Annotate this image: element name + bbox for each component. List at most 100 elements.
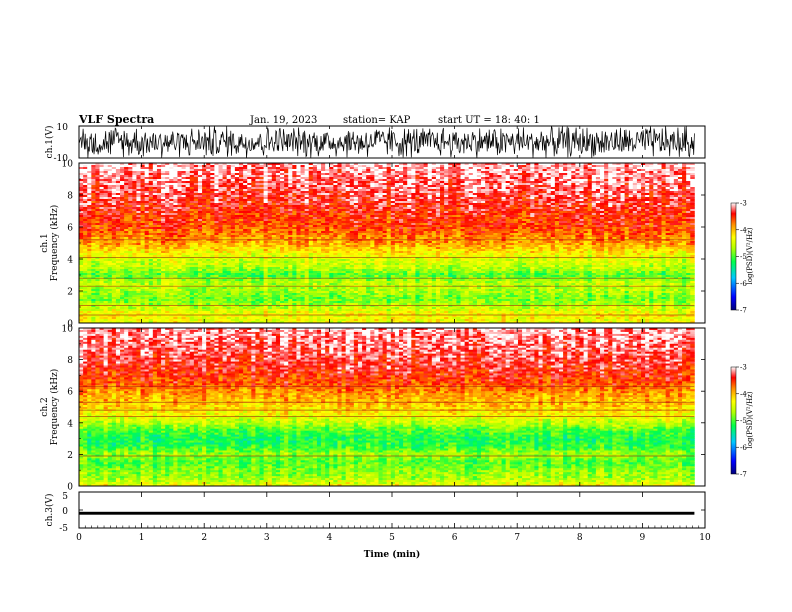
spectrogram-cell [267, 187, 273, 190]
spectrogram-cell [571, 179, 576, 182]
spectrogram-cell [669, 187, 675, 190]
spectrogram-cell [222, 175, 228, 178]
spectrogram-cell [189, 189, 195, 192]
spectrogram-cell [156, 199, 162, 202]
spectrogram-cell [124, 183, 129, 186]
spectrogram-cell [534, 163, 539, 166]
spectrogram-cell [206, 175, 211, 178]
spectrogram-cell [427, 175, 433, 178]
spectrogram-cell [251, 171, 256, 174]
spectrogram-cell [415, 167, 420, 170]
spectrogram-cell [493, 191, 498, 194]
spectrogram-cell [435, 189, 441, 192]
spectrogram-cell [115, 181, 121, 184]
spectrogram-cell [247, 181, 252, 184]
spectrogram-cell [398, 169, 404, 172]
spectrogram-cell [91, 199, 96, 202]
spectrogram-cell [243, 183, 248, 186]
spectrogram-cell [382, 175, 388, 178]
spectrogram-cell [284, 197, 289, 200]
spectrogram-cell [95, 173, 100, 176]
spectrogram-cell [595, 163, 601, 166]
spectrogram-cell [222, 183, 228, 186]
spectrogram-cell [337, 187, 342, 190]
spectrogram-cell [337, 181, 342, 184]
spectrogram-cell [448, 185, 453, 188]
spectrogram-cell [325, 169, 330, 172]
spectrogram-cell [677, 169, 683, 172]
spectrogram-cell [460, 173, 466, 176]
spectrogram-cell [267, 181, 273, 184]
spectrogram-cell [275, 189, 281, 192]
spectrogram-cell [452, 169, 457, 172]
spectrogram-cell [542, 173, 548, 176]
spectrogram-cell [308, 193, 314, 196]
spectrogram-cell [403, 185, 408, 188]
spectrogram-cell [202, 173, 207, 176]
spectrogram-cell [218, 187, 223, 190]
spectrogram-cell [382, 189, 388, 192]
spectrogram-cell [156, 191, 162, 194]
spectrogram-cell [481, 169, 486, 172]
spectrogram-cell [267, 189, 273, 192]
spectrogram-cell [567, 179, 572, 182]
spectrogram-cell [156, 197, 162, 200]
spectrogram-cell [259, 197, 265, 200]
spectrogram-cell [591, 165, 597, 168]
spectrogram-cell [682, 165, 687, 168]
spectrogram-cell [554, 187, 560, 190]
spectrogram-cell [165, 169, 170, 172]
spectrogram-cell [329, 173, 334, 176]
spectrogram-cell [526, 179, 531, 182]
spectrogram-cell [398, 181, 404, 184]
spectrogram-cell [333, 179, 338, 182]
spectrogram-cell [99, 185, 105, 188]
spectrogram-cell [686, 163, 691, 166]
spectrogram-cell [411, 171, 416, 174]
spectrogram-cell [177, 167, 182, 170]
spectrogram-cell [444, 173, 449, 176]
spectrogram-cell [128, 199, 133, 202]
spectrogram-cell [99, 187, 105, 190]
spectrogram-cell [185, 167, 191, 170]
spectrogram-cell [653, 173, 658, 176]
spectrogram-cell [378, 191, 383, 194]
spectrogram-cell [341, 173, 347, 176]
spectrogram-cell [308, 197, 314, 200]
spectrogram-cell [210, 175, 215, 178]
spectrogram-cell [316, 177, 322, 180]
spectrogram-cell [649, 193, 654, 196]
spectrogram-cell [193, 169, 199, 172]
spectrogram-cell [185, 171, 191, 174]
spectrogram-cell [247, 171, 252, 174]
spectrogram-cell [156, 177, 162, 180]
spectrogram-cell [657, 167, 662, 170]
spectrogram-cell [595, 187, 601, 190]
spectrogram-cell [534, 169, 539, 172]
spectrogram-cell [649, 167, 654, 170]
spectrogram-cell [554, 195, 560, 198]
spectrogram-cell [103, 193, 109, 196]
spectrogram-cell [690, 197, 695, 200]
spectrogram-cell [673, 193, 679, 196]
spectrogram-cell [271, 175, 277, 178]
spectrogram-cell [255, 189, 260, 192]
spectrogram-cell [120, 199, 125, 202]
spectrogram-cell [497, 177, 502, 180]
spectrogram-cell [357, 175, 363, 178]
spectrogram-cell [517, 197, 523, 200]
spectrogram-cell [111, 187, 117, 190]
spectrogram-cell [567, 197, 572, 200]
spectrogram-cell [624, 191, 630, 194]
spectrogram-cell [280, 181, 285, 184]
spectrogram-cell [415, 179, 420, 182]
spectrogram-cell [608, 167, 613, 170]
spectrogram-cell [243, 175, 248, 178]
spectrogram-cell [501, 175, 507, 178]
spectrogram-cell [238, 177, 244, 180]
spectrogram-cell [136, 175, 141, 178]
spectrogram-cell [251, 189, 256, 192]
spectrogram-cell [444, 181, 449, 184]
spectrogram-cell [284, 165, 289, 168]
spectrogram-cell [169, 165, 174, 168]
